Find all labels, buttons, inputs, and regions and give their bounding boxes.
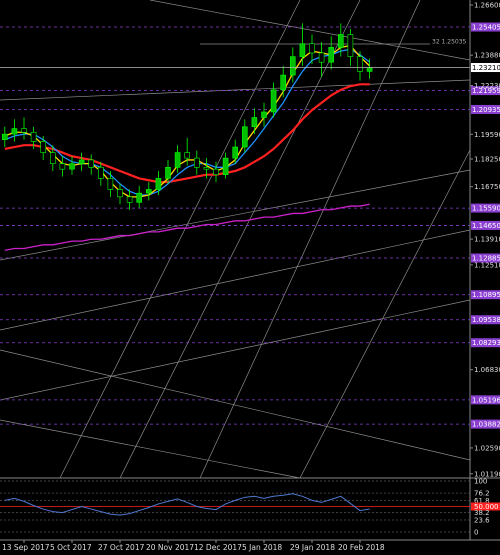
y-tick-label: 1.01190 — [474, 470, 500, 478]
candle-body — [280, 74, 287, 91]
level-label-box — [471, 395, 500, 405]
series-line — [4, 48, 370, 196]
y-tick-label: 1.22230 — [474, 82, 500, 90]
candle-body — [174, 152, 181, 168]
candle-body — [251, 117, 258, 128]
y-tick-label: 1.26600 — [474, 1, 500, 9]
x-tick-label: 13 Sep 2017 — [2, 543, 50, 552]
level-label: 1.25405 — [472, 24, 500, 32]
candle-body — [69, 163, 75, 170]
y-tick-label: 1.06830 — [474, 366, 500, 374]
series-line — [4, 203, 370, 251]
x-tick-label: 12 Dec 2017 — [194, 543, 242, 552]
candle-body — [222, 157, 229, 176]
candle-body — [242, 126, 248, 148]
y-tick-label: 100 — [474, 478, 487, 486]
y-tick-label: 1.18250 — [474, 156, 500, 164]
price-label-box — [471, 63, 500, 73]
candle-body — [366, 67, 373, 72]
y-tick-label: 23.6 — [474, 516, 490, 524]
y-tick-label: 1.13910 — [474, 236, 500, 244]
x-tick-label: 29 Jan 2018 — [290, 543, 335, 552]
candle-body — [318, 52, 325, 63]
level-label: 1.09538 — [472, 316, 500, 324]
candle-body — [146, 189, 152, 194]
candle-body — [11, 128, 18, 135]
y-tick-label: 1.19590 — [474, 131, 500, 139]
annotation: 32 1.25035 — [432, 39, 467, 46]
candle-body — [232, 146, 238, 159]
level-label: 1.12885 — [472, 255, 500, 263]
level-label: 1.15590 — [472, 205, 500, 213]
candle-body — [40, 141, 47, 153]
level-label: 1.20935 — [472, 106, 500, 114]
candle-body — [21, 128, 27, 133]
level-label: 1.03882 — [472, 421, 500, 429]
candle-body — [347, 34, 354, 57]
candle-body — [59, 163, 66, 170]
level-label-box — [471, 86, 500, 96]
candle-body — [299, 43, 306, 57]
candle-body — [78, 159, 85, 164]
candle-body — [194, 157, 200, 168]
candle-body — [136, 192, 142, 203]
x-tick-label: 5 Jan 2018 — [242, 543, 282, 552]
candle-body — [98, 167, 104, 179]
candle-body — [88, 159, 94, 168]
x-tick-label: 20 Feb 2018 — [338, 543, 385, 552]
level-label: 1.14650 — [472, 222, 500, 230]
candle-body — [337, 34, 344, 48]
level-label-box — [471, 315, 500, 325]
y-tick-label: 50.000 — [474, 503, 499, 511]
level-label-box — [471, 290, 500, 300]
y-tick-label: 1.12510 — [474, 261, 500, 269]
x-tick-label: 27 Oct 2017 — [98, 543, 145, 552]
y-tick-label: 1.23880 — [474, 52, 500, 60]
level-label: 1.21959 — [472, 87, 500, 95]
candle-body — [289, 56, 296, 76]
level-label-box — [471, 220, 500, 230]
level-label-box — [471, 253, 500, 263]
price-label: 1.23210 — [472, 64, 500, 72]
y-tick-label: 38.2 — [474, 509, 490, 517]
candle-body — [117, 189, 123, 198]
x-tick-label: 20 Nov 2017 — [146, 543, 194, 552]
y-tick-label: 61.8 — [474, 497, 490, 505]
level-label-box — [471, 338, 500, 348]
y-tick-label: 0 — [474, 529, 478, 537]
level-label: 1.10895 — [472, 291, 500, 299]
y-tick-label: 1.16750 — [474, 183, 500, 191]
level-label-box — [471, 203, 500, 213]
trend-lines — [0, 0, 471, 479]
candle-body — [165, 167, 171, 179]
candle-body — [126, 196, 133, 203]
candle-body — [30, 131, 37, 142]
candle-body — [213, 168, 219, 176]
y-tick-label: 1.02590 — [474, 444, 500, 452]
candle-body — [203, 167, 210, 170]
candle-body — [270, 89, 277, 113]
series-line — [4, 493, 370, 516]
candle-body — [261, 111, 267, 118]
series-line — [4, 83, 370, 184]
level-label-box — [471, 419, 500, 429]
candle-body — [107, 178, 114, 190]
level-label-box — [471, 22, 500, 32]
level-label: 1.08293 — [472, 339, 500, 347]
x-tick-label: 5 Oct 2017 — [50, 543, 92, 552]
level-label: 1.05196 — [472, 396, 500, 404]
candle-body — [49, 152, 56, 164]
candle-body — [1, 133, 8, 140]
y-tick-label: 76.2 — [474, 490, 490, 498]
candle-body — [155, 178, 162, 190]
candle-body — [184, 152, 190, 159]
candle-body — [357, 56, 363, 72]
y-tick-box — [471, 502, 500, 511]
level-label-box — [471, 104, 500, 114]
candle-body — [309, 43, 315, 54]
candle-body — [328, 47, 335, 63]
